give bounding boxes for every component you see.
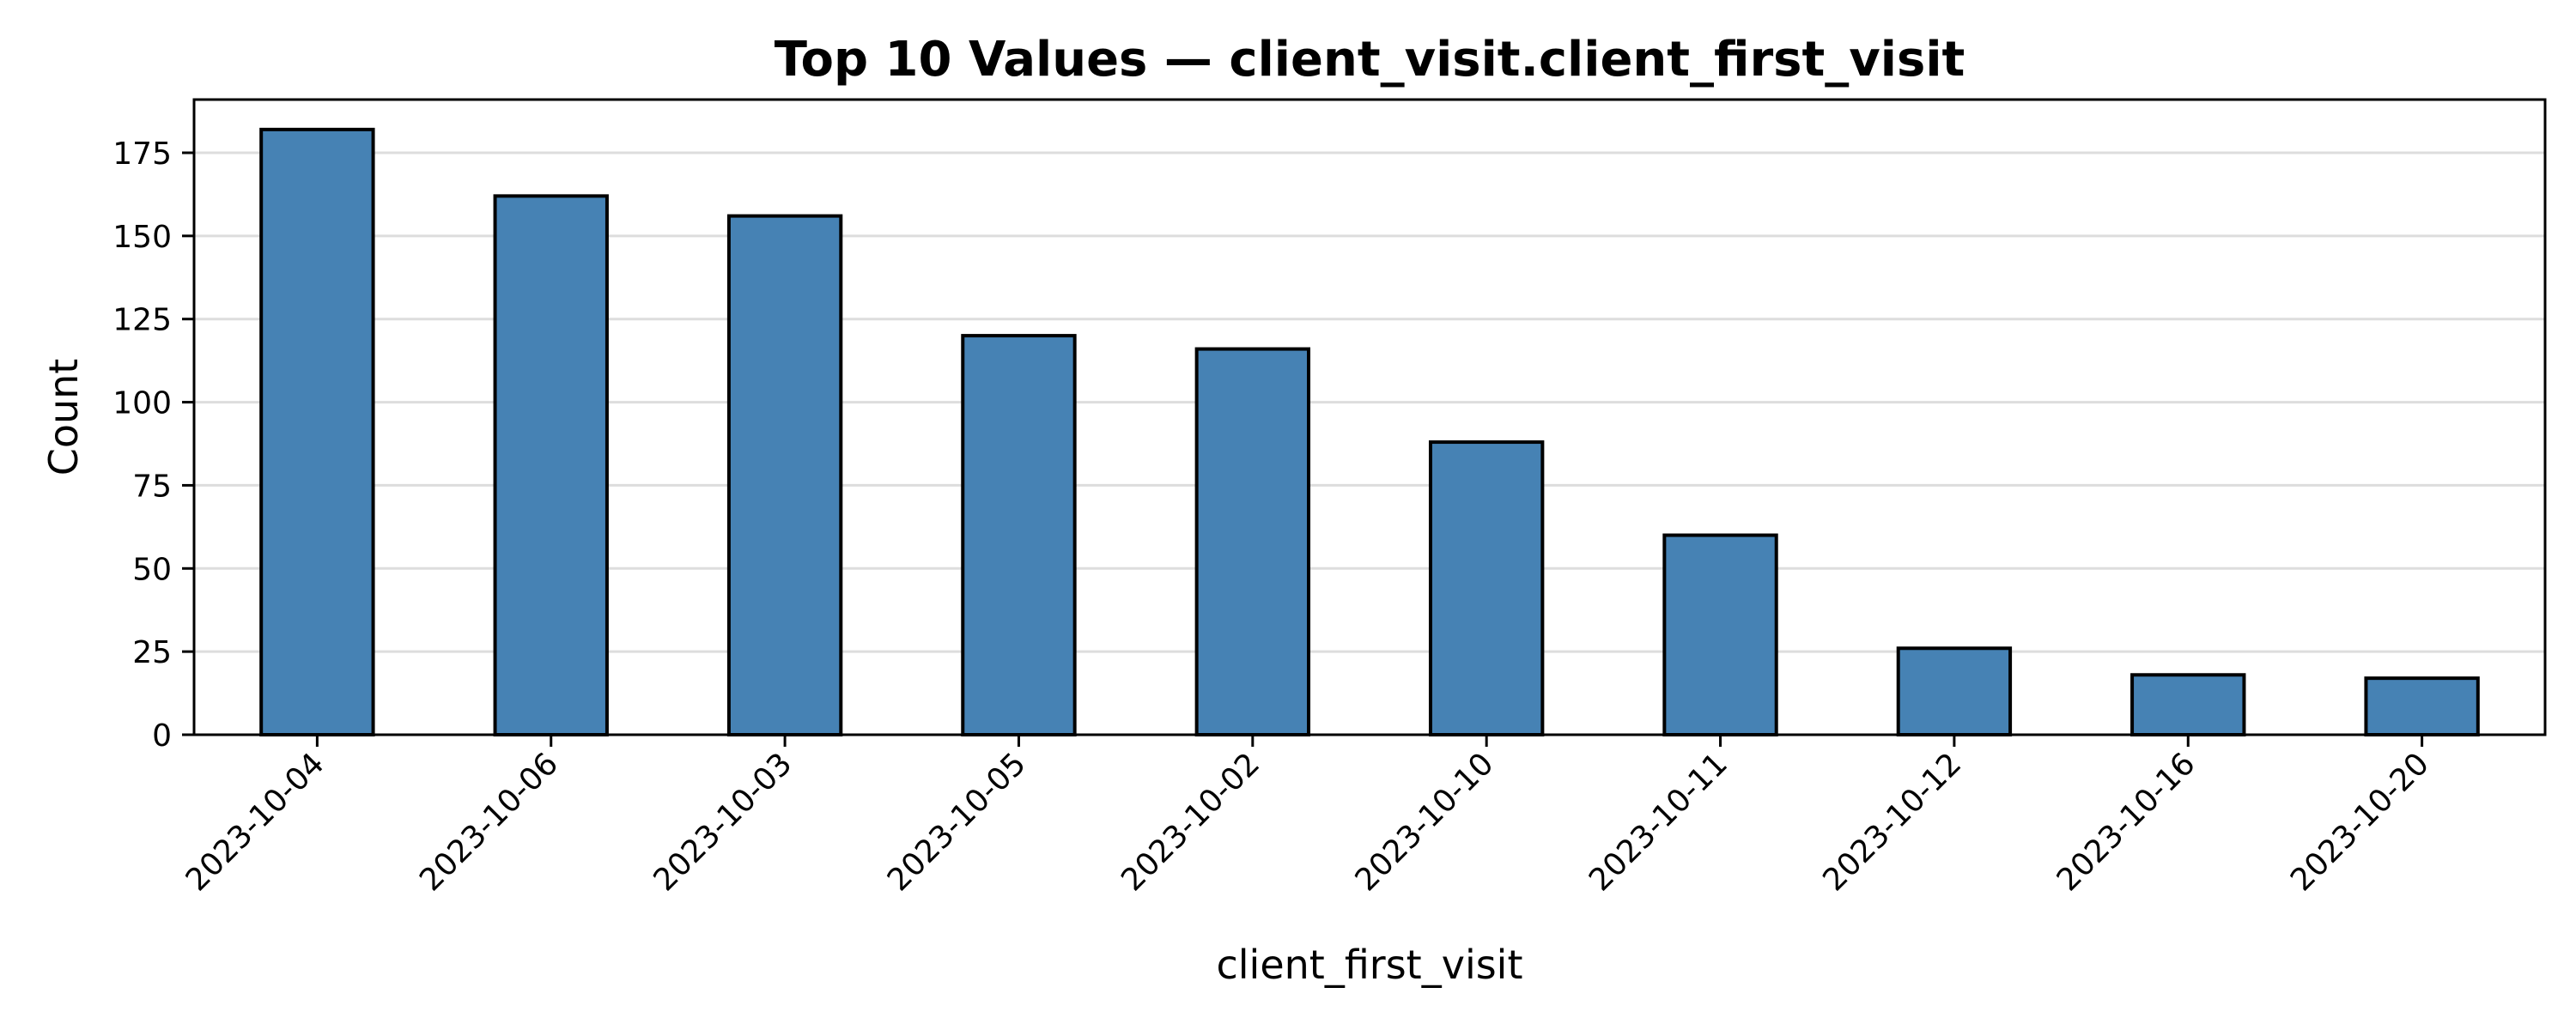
bar-2023-10-03	[726, 214, 843, 736]
x-tick-label: 2023-10-03	[647, 746, 799, 898]
y-axis-label: Count	[40, 359, 87, 476]
x-tick-label: 2023-10-05	[881, 746, 1033, 898]
y-tick-label: 75	[132, 469, 172, 504]
bar-2023-10-20	[2364, 676, 2480, 736]
x-tick-label: 2023-10-06	[413, 746, 565, 898]
y-tick-label: 100	[112, 386, 172, 421]
x-axis-ticks: 2023-10-04 2023-10-06 2023-10-03 2023-10-05…	[179, 735, 2436, 898]
x-tick-label: 2023-10-12	[1816, 746, 1968, 898]
chart-title: Top 10 Values — client_visit.client_firs…	[775, 32, 1965, 88]
x-tick-label: 2023-10-16	[2050, 746, 2202, 898]
x-axis-label: client_first_visit	[1216, 942, 1522, 988]
y-tick-label: 0	[152, 718, 172, 754]
x-tick-label: 2023-10-20	[2284, 746, 2436, 898]
bar-2023-10-12	[1896, 646, 2013, 737]
bar-2023-10-10	[1428, 440, 1545, 737]
x-tick-label: 2023-10-04	[179, 746, 331, 898]
bar-2023-10-02	[1194, 347, 1311, 736]
bar-2023-10-06	[493, 194, 609, 736]
plot-frame	[192, 98, 2547, 736]
y-tick-label: 150	[112, 220, 172, 255]
bar-2023-10-04	[259, 127, 375, 737]
bars	[259, 127, 2480, 737]
y-tick-label: 50	[132, 552, 172, 587]
y-tick-label: 25	[132, 635, 172, 670]
bar-2023-10-05	[961, 334, 1077, 736]
y-axis-ticks: 0 25 50 75 100 125 150 175	[112, 136, 194, 754]
y-tick-label: 125	[112, 303, 172, 338]
x-tick-label: 2023-10-11	[1583, 746, 1735, 898]
x-tick-label: 2023-10-02	[1115, 746, 1267, 898]
bar-2023-10-11	[1662, 533, 1778, 736]
x-tick-label: 2023-10-10	[1349, 746, 1501, 898]
y-tick-label: 175	[112, 136, 172, 172]
bar-2023-10-16	[2130, 673, 2246, 736]
